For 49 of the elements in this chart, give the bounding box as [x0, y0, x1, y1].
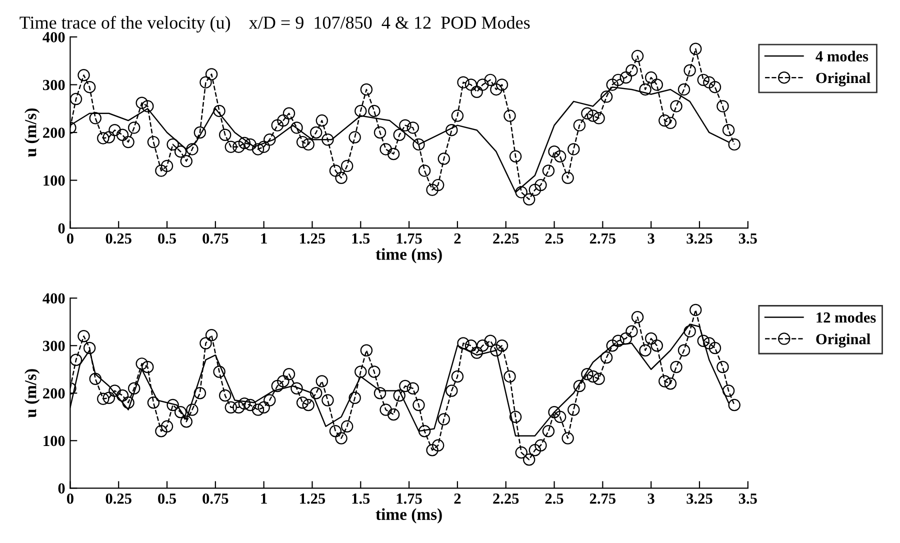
x-tick-label: 0.75 [202, 493, 228, 504]
x-tick-label: 1.75 [396, 233, 422, 244]
x-tick-label: 0.5 [158, 493, 176, 504]
y-tick-label: 100 [44, 436, 65, 446]
x-tick-label: 3.5 [738, 494, 757, 504]
y-tick-label: 300 [43, 80, 65, 90]
y-axis-title: u (m/s) [24, 108, 40, 158]
x-tick-label: 2.75 [590, 233, 616, 244]
x-tick-label: 3.25 [686, 233, 712, 244]
x-tick-label: 2.5 [545, 233, 564, 244]
x-axis-title: time (ms) [376, 508, 442, 524]
x-tick-label: 0 [66, 233, 74, 244]
y-tick-label: 200 [43, 128, 65, 138]
x-tick-label: 2 [454, 233, 461, 244]
x-tick-label: 0.25 [106, 493, 132, 504]
legend-label: 4 modes [816, 50, 868, 62]
legend-label: Original [816, 72, 870, 86]
x-tick-label: 1.5 [352, 233, 370, 244]
x-tick-label: 2.5 [545, 494, 564, 504]
x-tick-label: 3 [648, 233, 654, 244]
x-tick-label: 2.75 [590, 494, 616, 504]
x-tick-label: 2 [454, 494, 461, 504]
x-tick-label: 1.75 [396, 494, 422, 504]
x-tick-label: 0.25 [106, 233, 132, 244]
y-tick-label: 300 [43, 340, 65, 352]
x-tick-label: 1.5 [352, 494, 370, 504]
chart-title: Time trace of the velocity (u) x/D = 9 107/850 4 & 12 POD Modes [20, 16, 530, 32]
x-tick-label: 3.25 [686, 494, 712, 504]
y-tick-label: 200 [43, 388, 65, 399]
x-tick-label: 0.5 [158, 233, 176, 244]
y-tick-label: 400 [42, 32, 65, 42]
x-tick-label: 1 [261, 233, 267, 244]
x-tick-label: 3 [648, 494, 654, 504]
x-tick-label: 2.25 [493, 233, 519, 244]
x-tick-label: 2.25 [493, 494, 519, 504]
x-axis-title: time (ms) [376, 248, 442, 264]
x-tick-label: 0.75 [202, 233, 228, 244]
x-tick-label: 1.25 [300, 494, 326, 504]
y-axis-title: u (m/s) [24, 369, 40, 418]
legend-label: Original [816, 334, 870, 348]
y-tick-label: 400 [42, 293, 65, 304]
x-tick-label: 3.5 [738, 233, 757, 244]
y-tick-label: 0 [58, 223, 65, 234]
legend-label: 12 modes [816, 312, 876, 323]
x-tick-label: 0 [66, 493, 74, 504]
x-tick-label: 1.25 [300, 233, 326, 244]
y-tick-label: 0 [58, 483, 65, 494]
y-tick-label: 100 [44, 175, 65, 186]
x-tick-label: 1 [261, 494, 267, 504]
